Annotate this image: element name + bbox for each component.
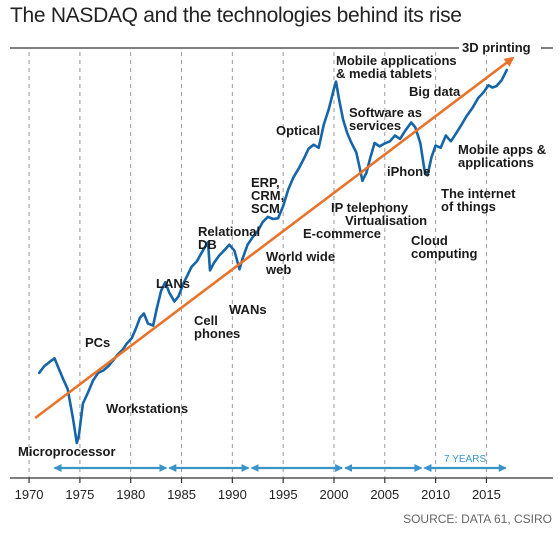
tech-label-line: iPhone <box>387 164 430 179</box>
tech-label-line: of things <box>441 199 496 214</box>
tech-label: IP telephony <box>331 200 409 215</box>
x-tick-label: 1975 <box>65 487 94 502</box>
tech-label-line: WANs <box>229 302 267 317</box>
tech-label-line: Optical <box>276 123 320 138</box>
tech-label: Virtualisation <box>345 213 427 228</box>
x-tick-label: 1995 <box>269 487 298 502</box>
tech-label: Big data <box>409 84 461 99</box>
tech-label-line: 3D printing <box>462 40 531 55</box>
tech-label: Relational DB <box>198 224 260 252</box>
tech-label-line: web <box>265 262 291 277</box>
x-tick-label: 1985 <box>167 487 196 502</box>
tech-label: Cell phones <box>194 313 240 341</box>
tech-label: E-commerce <box>303 226 381 241</box>
tech-label-line: Workstations <box>106 401 188 416</box>
x-tick-label: 1990 <box>218 487 247 502</box>
tech-label-line: CRM, <box>251 188 284 203</box>
period-label: 7 YEARS <box>444 454 486 465</box>
tech-label-line: LANs <box>156 276 190 291</box>
tech-label-line: PCs <box>85 335 110 350</box>
tech-label: Software as services <box>349 105 422 133</box>
tech-label-line: Virtualisation <box>345 213 427 228</box>
tech-label: Workstations <box>106 401 188 416</box>
tech-label-line: SCM <box>251 201 280 216</box>
tech-label: The internet of things <box>441 186 516 214</box>
source-note: SOURCE: DATA 61, CSIRO <box>403 512 552 526</box>
tech-label: Optical <box>276 123 320 138</box>
x-tick-label: 2010 <box>421 487 450 502</box>
tech-label: PCs <box>85 335 110 350</box>
tech-label-line: The internet <box>441 186 516 201</box>
tech-label: Mobile apps & applications <box>458 142 546 170</box>
x-tick-label: 1970 <box>15 487 44 502</box>
tech-label-line: services <box>349 118 401 133</box>
tech-label-line: World wide <box>266 249 335 264</box>
tech-label: Mobile applications & media tablets <box>336 53 457 81</box>
tech-label-line: computing <box>411 246 477 261</box>
tech-label-line: ERP, <box>251 175 280 190</box>
tech-label-line: IP telephony <box>331 200 409 215</box>
chart-title: The NASDAQ and the technologies behind i… <box>10 4 462 27</box>
tech-label: iPhone <box>387 164 430 179</box>
tech-label-line: Relational <box>198 224 260 239</box>
tech-label-line: Big data <box>409 84 461 99</box>
tech-label-line: applications <box>458 155 534 170</box>
tech-label-line: phones <box>194 326 240 341</box>
tech-label-line: Mobile applications <box>336 53 457 68</box>
trend-arrow <box>34 56 515 420</box>
tech-label: Cloud computing <box>411 233 477 261</box>
tech-label-line: Microprocessor <box>18 444 116 459</box>
tech-label-line: & media tablets <box>336 66 432 81</box>
tech-label-line: Software as <box>349 105 422 120</box>
tech-label-line: DB <box>198 237 217 252</box>
x-tick-label: 2005 <box>370 487 399 502</box>
x-tick-label: 2015 <box>472 487 501 502</box>
tech-label: World wide web <box>265 249 335 277</box>
label-backdrop <box>459 41 541 55</box>
tech-label-line: E-commerce <box>303 226 381 241</box>
tech-label: WANs <box>229 302 267 317</box>
tech-label: LANs <box>156 276 190 291</box>
x-tick-label: 2000 <box>320 487 349 502</box>
x-tick-label: 1980 <box>116 487 145 502</box>
tech-label-line: Mobile apps & <box>458 142 546 157</box>
tech-label: 3D printing <box>462 40 531 55</box>
tech-label-line: Cloud <box>411 233 448 248</box>
tech-label: Microprocessor <box>18 444 116 459</box>
tech-label: ERP, CRM, SCM <box>251 175 284 216</box>
tech-label-line: Cell <box>194 313 218 328</box>
